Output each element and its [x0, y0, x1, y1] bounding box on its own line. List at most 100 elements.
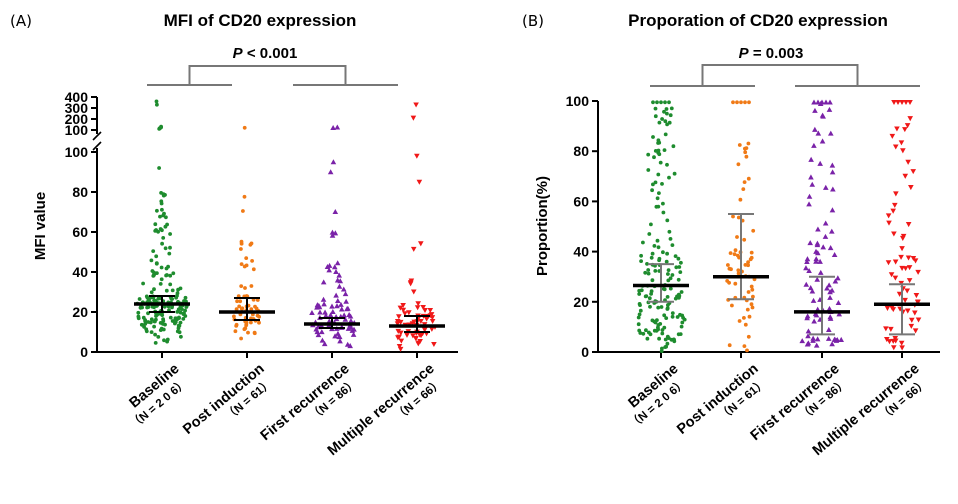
data-point [645, 336, 650, 341]
data-point [646, 271, 651, 276]
data-point [663, 132, 668, 137]
data-point [637, 312, 642, 317]
data-point [404, 332, 410, 338]
data-point [828, 130, 834, 136]
data-point [179, 334, 183, 339]
data-point [809, 288, 816, 294]
data-point [662, 109, 666, 114]
data-point [330, 308, 336, 314]
data-point [653, 149, 658, 153]
data-point [825, 335, 832, 341]
data-point [902, 173, 909, 179]
data-point [660, 182, 664, 186]
data-point [829, 341, 835, 347]
data-point [885, 260, 892, 266]
y-tick-label: 40 [573, 244, 589, 260]
data-point [168, 245, 172, 250]
data-point [315, 332, 322, 338]
y-tick-label: 100 [65, 144, 89, 160]
series-baseline [633, 100, 689, 353]
data-point [156, 296, 161, 301]
data-point [183, 295, 188, 300]
data-point [636, 322, 641, 327]
data-point [727, 343, 732, 348]
data-point [343, 298, 349, 304]
data-point [398, 338, 405, 344]
data-point [666, 268, 671, 272]
data-point [160, 207, 164, 212]
series-post-induction [713, 100, 769, 353]
data-point [340, 286, 347, 292]
data-point [819, 138, 826, 144]
data-point [669, 106, 674, 111]
series-baseline [134, 99, 190, 345]
data-point [886, 339, 893, 345]
data-point [810, 297, 817, 303]
data-point [743, 322, 748, 327]
data-point [174, 295, 179, 300]
data-point [653, 106, 658, 111]
data-point [320, 296, 327, 302]
data-point [662, 148, 667, 153]
data-point [735, 100, 739, 105]
data-point [651, 135, 655, 139]
y-tick-label: 80 [573, 143, 589, 159]
data-point [741, 187, 746, 192]
data-point [153, 341, 158, 345]
data-point [136, 314, 141, 319]
data-point [180, 307, 184, 311]
y-tick-label: 40 [72, 264, 88, 280]
data-point [831, 251, 838, 258]
data-point [159, 326, 164, 331]
data-point [251, 267, 256, 272]
data-point [891, 100, 897, 106]
data-point [820, 244, 827, 250]
data-point [165, 337, 170, 342]
data-point [246, 330, 250, 335]
data-point [398, 330, 404, 336]
data-point [242, 194, 247, 199]
data-point [342, 291, 349, 297]
data-point [826, 326, 832, 332]
data-point [654, 204, 659, 209]
data-point-high [154, 99, 159, 104]
data-point [334, 303, 340, 309]
data-point [732, 252, 737, 257]
data-point [890, 345, 897, 351]
data-point [659, 100, 663, 105]
data-point [656, 305, 661, 310]
data-point [676, 277, 681, 282]
data-point [804, 313, 811, 319]
data-point [750, 287, 755, 292]
data-point [431, 341, 437, 348]
y-tick-label: 20 [72, 304, 88, 320]
data-point [181, 317, 186, 321]
data-point [154, 314, 158, 318]
panel-a-label: (A) [10, 12, 32, 30]
data-point [805, 340, 812, 346]
data-point [652, 244, 657, 248]
data-point [329, 303, 335, 309]
data-point [396, 343, 403, 349]
data-point [183, 308, 188, 313]
data-point [639, 253, 643, 258]
data-point [338, 306, 345, 312]
data-point [639, 259, 643, 263]
data-point [400, 302, 406, 309]
data-point [341, 312, 347, 318]
data-point [337, 338, 343, 344]
data-point [912, 258, 919, 264]
data-point [749, 302, 754, 307]
data-point [749, 250, 754, 255]
data-point [149, 317, 154, 322]
data-point [736, 215, 741, 220]
data-point [905, 159, 911, 165]
data-point [731, 214, 735, 219]
data-point-high [155, 102, 159, 107]
data-point [667, 175, 671, 180]
data-point [667, 100, 671, 105]
panel-b-ylabel: Proportion(%) [534, 176, 551, 276]
y-tick-label: 0 [581, 344, 589, 360]
data-point [670, 243, 675, 248]
data-point [145, 305, 150, 310]
